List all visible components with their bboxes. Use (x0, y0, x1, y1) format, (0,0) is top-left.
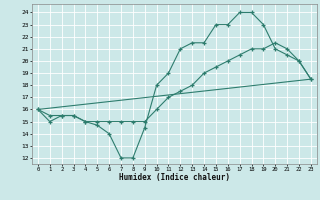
X-axis label: Humidex (Indice chaleur): Humidex (Indice chaleur) (119, 173, 230, 182)
